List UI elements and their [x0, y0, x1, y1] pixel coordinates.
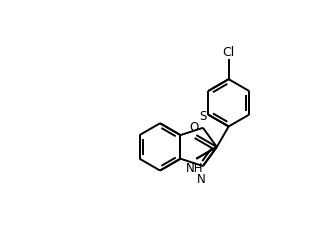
Text: O: O: [189, 120, 198, 133]
Text: N: N: [197, 172, 206, 185]
Text: Cl: Cl: [223, 46, 235, 59]
Text: NH: NH: [186, 161, 204, 174]
Text: S: S: [199, 110, 207, 122]
